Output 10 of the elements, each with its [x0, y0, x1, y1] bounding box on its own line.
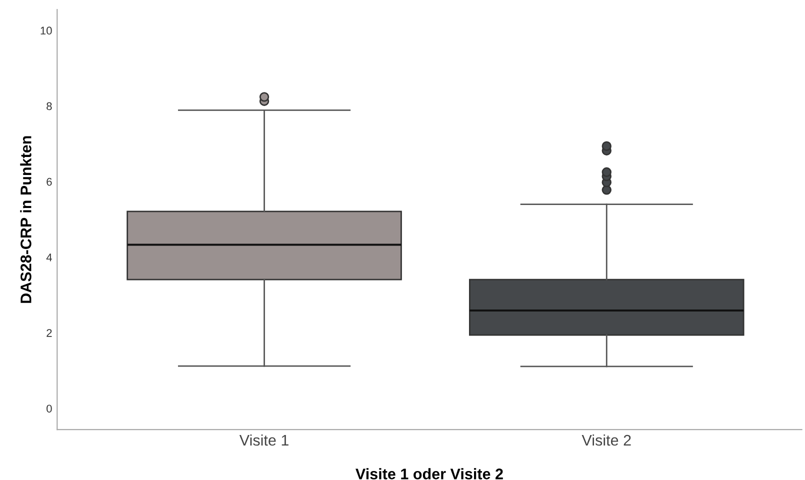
y-tick-label: 4	[46, 254, 52, 262]
x-tick-label: Visite 1	[239, 434, 288, 446]
y-tick-label: 6	[46, 178, 52, 186]
y-tick-label: 8	[46, 102, 52, 110]
y-tick-label: 10	[40, 26, 52, 35]
x-tick-label: Visite 2	[582, 434, 631, 446]
y-tick-label: 2	[46, 329, 52, 337]
y-axis-title: DAS28-CRP in Punkten	[20, 136, 32, 303]
x-axis-title: Visite 1 oder Visite 2	[356, 468, 503, 480]
y-tick-label: 0	[46, 404, 52, 413]
